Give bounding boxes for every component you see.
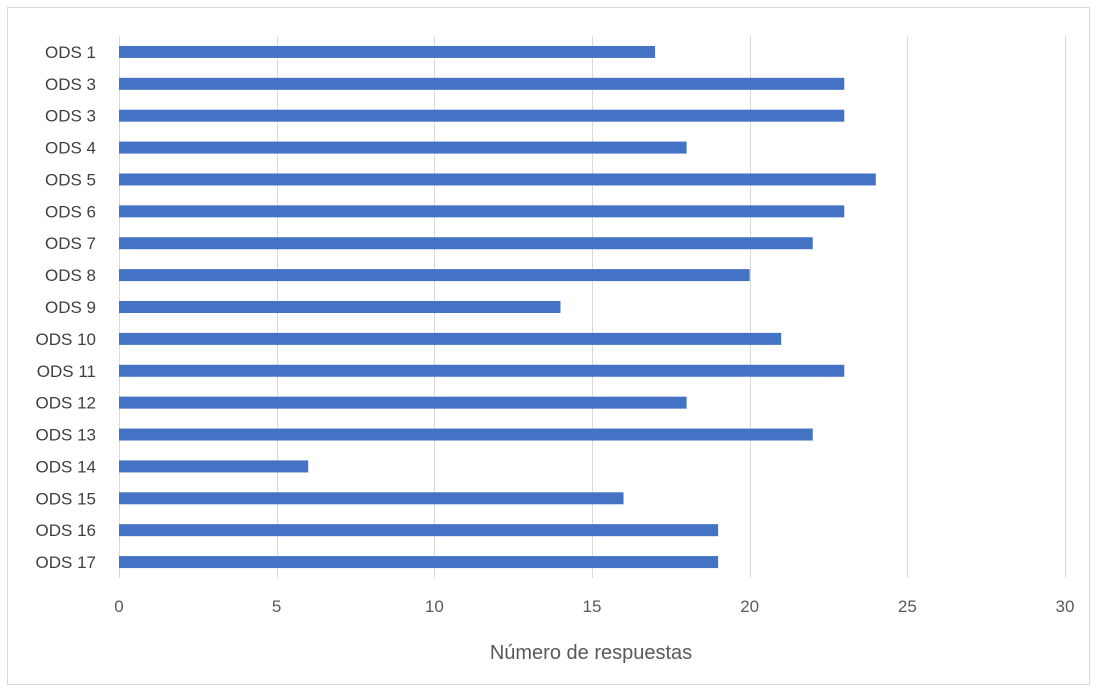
category-label: ODS 6 xyxy=(45,202,96,221)
category-label: ODS 5 xyxy=(45,170,96,189)
bars xyxy=(119,45,876,569)
bar xyxy=(119,45,656,58)
bar xyxy=(119,77,845,90)
category-label: ODS 3 xyxy=(45,75,96,94)
bar xyxy=(119,428,813,441)
x-tick-label: 25 xyxy=(898,597,917,616)
bar xyxy=(119,173,876,186)
category-labels: ODS 1 ODS 3 ODS 3 ODS 4 ODS 5 ODS 6 ODS 7 ODS 8… xyxy=(36,43,96,572)
bar xyxy=(119,237,813,250)
x-tick-label: 5 xyxy=(272,597,281,616)
category-label: ODS 1 xyxy=(45,43,96,62)
category-label: ODS 11 xyxy=(37,362,96,381)
bar xyxy=(119,492,624,505)
category-label: ODS 16 xyxy=(36,521,96,540)
bar xyxy=(119,141,687,154)
x-tick-label: 10 xyxy=(425,597,444,616)
x-tick-label: 20 xyxy=(740,597,759,616)
gridlines xyxy=(119,36,1066,578)
category-label: ODS 13 xyxy=(36,426,96,445)
category-label: ODS 8 xyxy=(45,266,96,285)
bar xyxy=(119,205,845,218)
category-label: ODS 15 xyxy=(36,489,96,508)
x-tick-labels: 0 5 10 15 20 25 30 xyxy=(114,597,1074,616)
category-label: ODS 12 xyxy=(36,394,96,413)
category-label: ODS 9 xyxy=(45,298,96,317)
bar xyxy=(119,524,719,537)
category-label: ODS 4 xyxy=(45,139,96,158)
bar xyxy=(119,460,309,473)
category-label: ODS 7 xyxy=(45,234,96,253)
category-label: ODS 17 xyxy=(36,553,96,572)
bar xyxy=(119,301,561,313)
category-label: ODS 14 xyxy=(36,457,96,476)
bar xyxy=(119,396,687,409)
bar xyxy=(119,364,845,377)
x-axis-title: Número de respuestas xyxy=(490,642,692,664)
bar xyxy=(119,332,782,345)
x-tick-label: 30 xyxy=(1056,597,1075,616)
bar xyxy=(119,556,719,569)
category-label: ODS 3 xyxy=(45,107,96,126)
category-label: ODS 10 xyxy=(36,330,96,349)
bar xyxy=(119,109,845,122)
x-tick-label: 0 xyxy=(114,597,123,616)
bar xyxy=(119,269,750,282)
x-tick-label: 15 xyxy=(583,597,602,616)
